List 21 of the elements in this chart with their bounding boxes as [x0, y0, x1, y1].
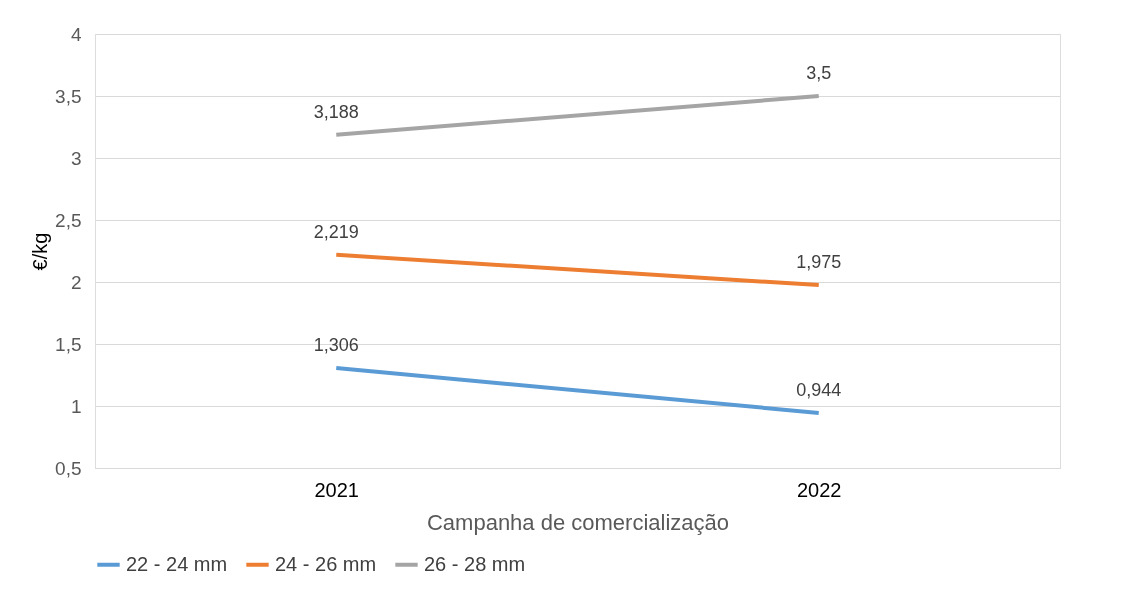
x-tick-label: 2022 — [797, 478, 842, 501]
data-label: 1,975 — [796, 252, 842, 273]
y-tick-label: 1 — [70, 395, 82, 417]
data-label: 3,5 — [806, 63, 832, 83]
data-label: 1,306 — [313, 335, 359, 356]
y-tick-label: 0,5 — [55, 457, 82, 479]
data-label: 3,188 — [313, 101, 359, 122]
y-tick-label: 3,5 — [55, 85, 82, 107]
y-tick-label: 1,5 — [55, 333, 82, 355]
legend-label: 26 - 28 mm — [424, 552, 526, 575]
legend-label: 24 - 26 mm — [275, 552, 377, 575]
y-tick-label: 2,5 — [55, 209, 82, 231]
y-tick-label: 2 — [70, 271, 82, 293]
y-tick-label: 4 — [70, 23, 82, 45]
data-label: 0,944 — [796, 379, 842, 400]
legend-label: 22 - 24 mm — [126, 552, 228, 575]
data-label: 2,219 — [313, 221, 359, 242]
x-axis-title: Campanha de comercialização — [426, 509, 730, 535]
x-tick-label: 2021 — [314, 478, 359, 501]
y-axis-title: €/kg — [29, 232, 52, 271]
y-tick-label: 3 — [70, 147, 82, 169]
